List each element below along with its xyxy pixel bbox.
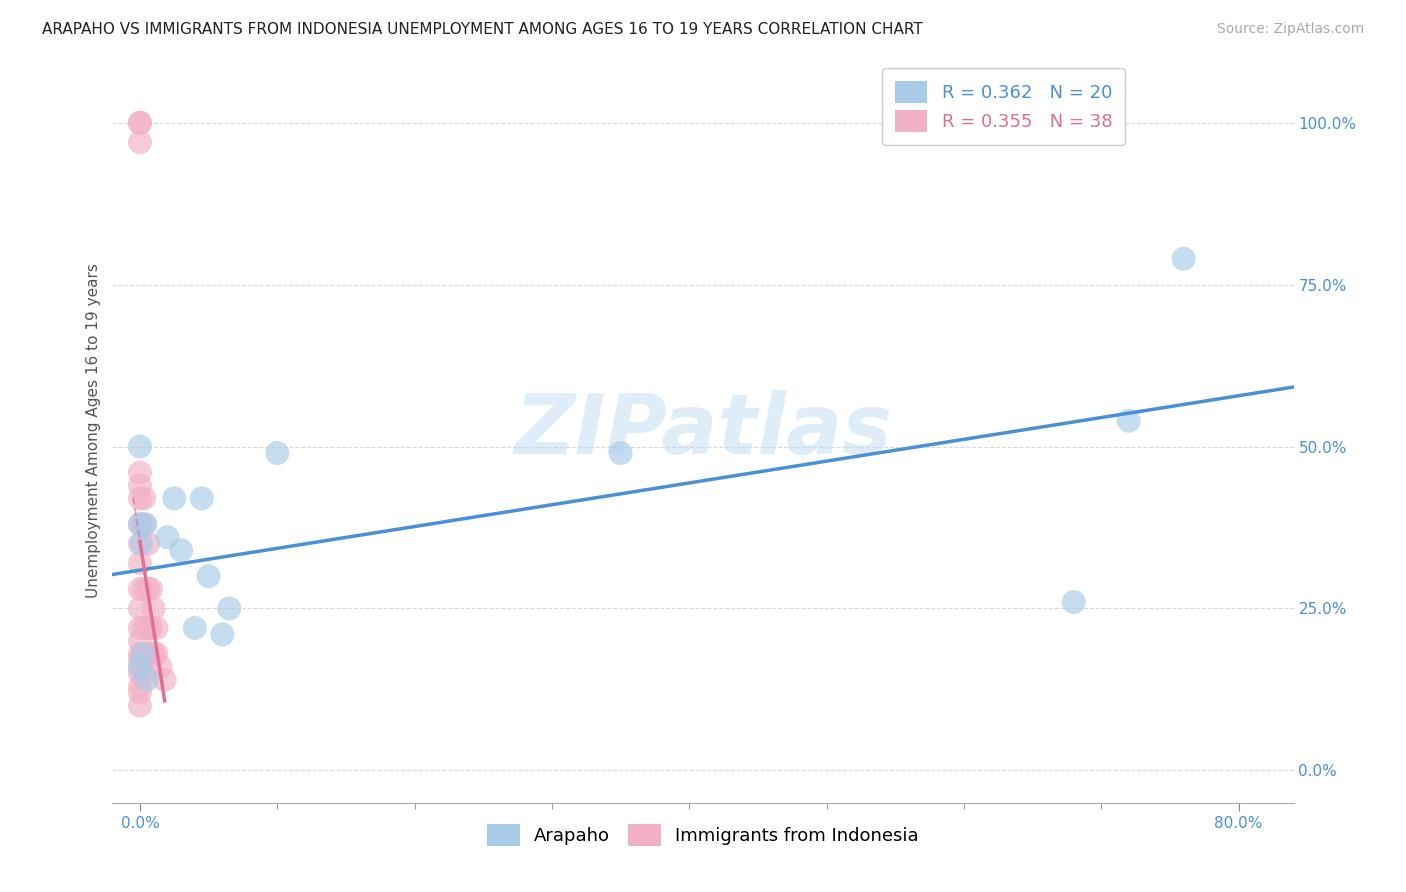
Point [129,653,152,667]
Point [129,537,152,551]
Point [129,666,152,681]
Point [134,517,156,532]
Point [129,601,152,615]
Point [156,530,179,544]
Point [1063,595,1085,609]
Point [132,621,155,635]
Point [129,116,152,130]
Point [139,621,162,635]
Point [1173,252,1195,266]
Point [139,582,162,596]
Point [132,666,155,681]
Point [184,621,207,635]
Point [149,660,172,674]
Point [129,621,152,635]
Legend: Arapaho, Immigrants from Indonesia: Arapaho, Immigrants from Indonesia [472,810,934,861]
Point [131,647,153,661]
Point [132,647,155,661]
Point [1118,414,1140,428]
Point [163,491,186,506]
Point [211,627,233,641]
Point [145,647,167,661]
Text: ZIPatlas: ZIPatlas [515,390,891,471]
Point [129,517,152,532]
Point [129,440,152,454]
Text: ARAPAHO VS IMMIGRANTS FROM INDONESIA UNEMPLOYMENT AMONG AGES 16 TO 19 YEARS CORR: ARAPAHO VS IMMIGRANTS FROM INDONESIA UNE… [42,22,922,37]
Point [129,660,152,674]
Point [131,537,153,551]
Point [136,647,159,661]
Point [129,633,152,648]
Point [129,686,152,700]
Point [129,135,152,149]
Point [136,621,159,635]
Point [129,647,152,661]
Point [609,446,631,460]
Point [218,601,240,615]
Text: Source: ZipAtlas.com: Source: ZipAtlas.com [1216,22,1364,37]
Point [153,673,176,687]
Point [129,491,152,506]
Point [129,679,152,693]
Point [129,116,152,130]
Point [135,673,157,687]
Point [266,446,288,460]
Point [129,556,152,570]
Point [129,698,152,713]
Point [132,491,155,506]
Point [145,621,167,635]
Point [190,491,212,506]
Point [132,582,155,596]
Point [129,466,152,480]
Point [142,647,165,661]
Point [132,517,155,532]
Point [129,478,152,492]
Point [129,660,152,674]
Point [197,569,219,583]
Point [129,582,152,596]
Y-axis label: Unemployment Among Ages 16 to 19 years: Unemployment Among Ages 16 to 19 years [86,263,101,598]
Point [136,537,159,551]
Point [142,601,165,615]
Point [170,543,193,558]
Point [136,582,159,596]
Point [129,517,152,532]
